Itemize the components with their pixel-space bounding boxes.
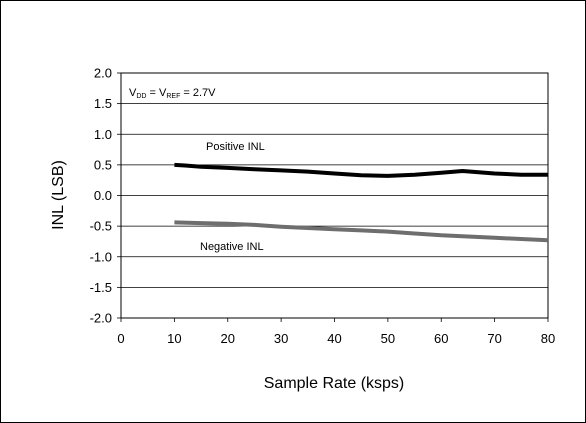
x-tick-labels: 0 10 20 30 40 50 60 70 80 [117,331,555,346]
y-tick-label: -1.0 [90,249,112,264]
condition-eq2: = 2.7V [180,87,216,99]
x-tick-label: 50 [381,331,395,346]
x-tick-label: 70 [487,331,501,346]
condition-eq1: = V [146,87,167,99]
x-tick-label: 80 [541,331,555,346]
negative-inl-label-background [197,238,287,253]
x-axis-label: Sample Rate (ksps) [264,375,405,392]
y-tick-label: 0.0 [94,188,112,203]
x-tick-label: 40 [327,331,341,346]
positive-inl-line [174,162,548,178]
positive-inl-label: Positive INL [206,141,265,153]
y-tick-label: -2.0 [90,311,112,326]
condition-label: VDD = VREF = 2.7V [129,87,216,100]
condition-v1-subscript: DD [136,93,146,100]
y-tick-label: 2.0 [94,66,112,81]
x-tick-label: 10 [167,331,181,346]
x-tick-label: 0 [117,331,124,346]
x-tick-label: 20 [221,331,235,346]
y-tick-label: 0.5 [94,157,112,172]
condition-v1: V [129,87,137,99]
positive-inl-label-background [203,138,285,153]
condition-label-background [126,78,264,102]
condition-v2-subscript: REF [166,93,180,100]
y-axis-label: INL (LSB) [50,160,67,230]
y-tick-label: -0.5 [90,219,112,234]
y-tick-labels: 2.0 1.5 1.0 0.5 0.0 -0.5 -1.0 -1.5 -2.0 [90,66,112,326]
x-tick-label: 30 [274,331,288,346]
x-tick-label: 60 [434,331,448,346]
y-tick-label: -1.5 [90,280,112,295]
y-tick-label: 1.0 [94,127,112,142]
series-lines [174,162,549,243]
negative-inl-line [174,220,549,243]
y-tick-label: 1.5 [94,96,112,111]
negative-inl-label: Negative INL [200,241,264,253]
